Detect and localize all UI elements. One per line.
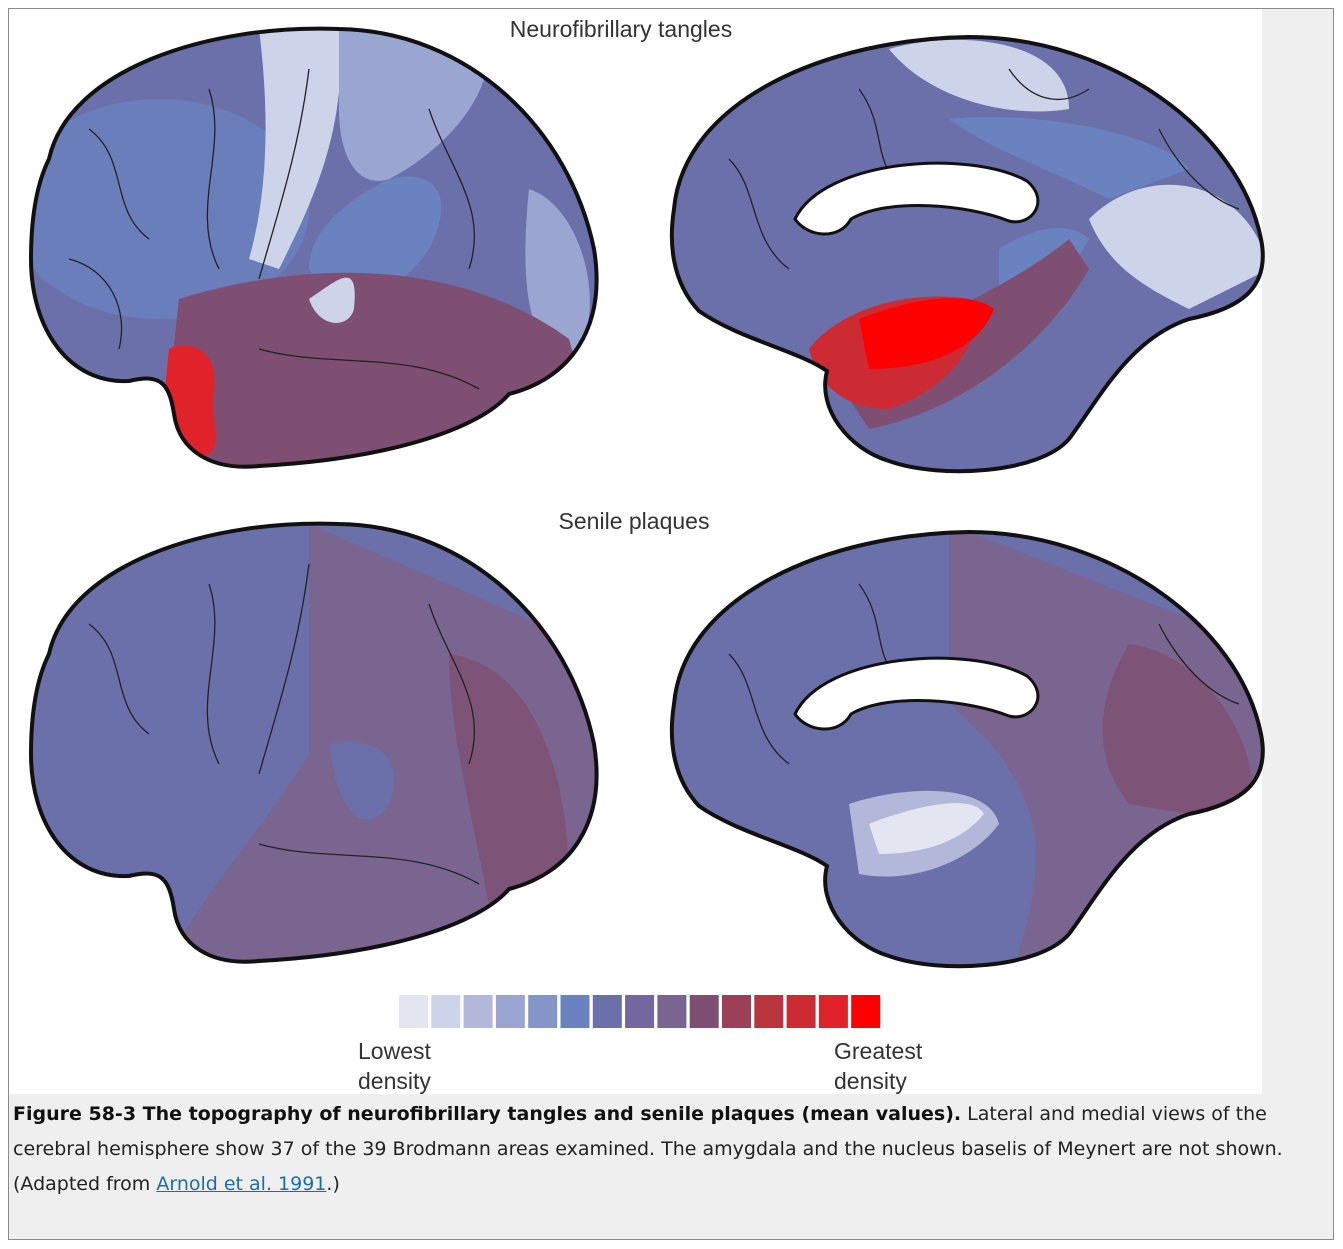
tangles-lateral bbox=[31, 28, 597, 467]
legend-high-label: density bbox=[834, 1068, 907, 1094]
caption-title: Figure 58-3 The topography of neurofibri… bbox=[13, 1103, 962, 1125]
legend-swatch bbox=[399, 995, 428, 1028]
legend-low-label: density bbox=[358, 1068, 431, 1094]
tangles-medial bbox=[671, 37, 1263, 472]
plaques-lateral bbox=[31, 523, 597, 962]
legend-swatch bbox=[560, 995, 590, 1028]
legend bbox=[399, 995, 881, 1028]
legend-swatch bbox=[463, 995, 493, 1028]
panel-title: Neurofibrillary tangles bbox=[510, 16, 732, 42]
caption-text: .) bbox=[326, 1173, 340, 1195]
legend-low-label: Lowest bbox=[358, 1038, 431, 1064]
legend-swatch bbox=[818, 995, 848, 1028]
legend-swatch bbox=[722, 995, 751, 1028]
legend-swatch bbox=[495, 995, 525, 1028]
figure-frame: Neurofibrillary tangles Senile plaques L… bbox=[8, 8, 1334, 1240]
legend-swatch bbox=[657, 995, 687, 1028]
panel-title: Senile plaques bbox=[559, 508, 710, 534]
legend-swatch bbox=[689, 995, 719, 1028]
caption-text: Lateral and medial views of the cerebral… bbox=[13, 1103, 1283, 1195]
legend-swatch bbox=[625, 995, 655, 1028]
legend-swatch bbox=[528, 995, 558, 1028]
legend-high-label: Greatest bbox=[834, 1038, 923, 1064]
legend-swatch bbox=[431, 995, 461, 1028]
legend-swatch bbox=[592, 995, 622, 1028]
figure: Neurofibrillary tangles Senile plaques L… bbox=[9, 9, 1265, 1094]
citation-link[interactable]: Arnold et al. 1991 bbox=[156, 1173, 327, 1195]
caption: Figure 58-3 The topography of neurofibri… bbox=[13, 1097, 1323, 1202]
legend-swatch bbox=[754, 995, 784, 1028]
legend-swatch bbox=[786, 995, 816, 1028]
legend-swatch bbox=[851, 995, 881, 1028]
